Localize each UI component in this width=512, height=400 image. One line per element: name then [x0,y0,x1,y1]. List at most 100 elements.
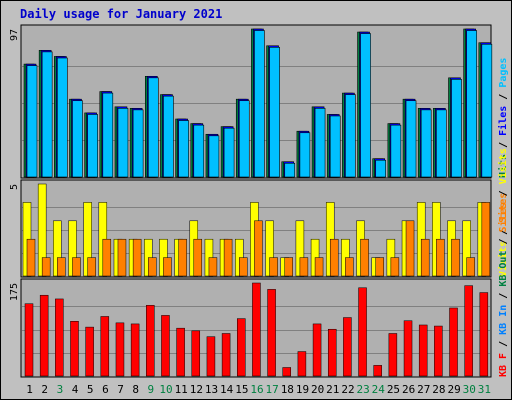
x-tick-label-17: 17 [266,383,279,396]
legend-sites: Sites [497,202,509,232]
bar-kbf-18 [282,367,291,377]
x-tick-label-16: 16 [250,383,263,396]
x-tick-label-1: 1 [26,383,33,396]
bar-kbf-1 [24,303,34,377]
x-tick-label-3: 3 [57,383,64,396]
bar-sites-30 [466,257,475,277]
bar-kbf-23 [358,287,367,377]
bar-sites-1 [26,238,36,277]
bar-kbf-4 [70,321,79,377]
bar-kbf-25 [388,333,398,377]
x-tick-label-28: 28 [432,383,445,396]
bar-sites-7 [117,238,127,277]
x-tick-label-20: 20 [311,383,324,396]
bar-sites-22 [345,257,354,277]
legend-visits: Visits [497,241,509,277]
x-tick-label-26: 26 [402,383,415,396]
x-tick-label-11: 11 [175,383,188,396]
x-tick-label-29: 29 [447,383,460,396]
x-tick-label-25: 25 [387,383,400,396]
bar-pages-4 [72,100,83,178]
bar-pages-31 [481,43,493,178]
bar-kbf-28 [434,325,443,377]
bar-sites-14 [223,238,233,277]
x-tick-label-2: 2 [41,383,48,396]
x-tick-label-13: 13 [205,383,218,396]
bar-pages-21 [329,115,341,178]
bar-pages-8 [132,109,144,178]
bar-sites-25 [390,257,400,277]
bar-pages-10 [163,95,174,178]
legend-files: Files [497,106,509,136]
chart-title: Daily usage for January 2021 [20,7,222,21]
panel-visits-legend: Visits / Sites [497,193,509,277]
bar-pages-26 [405,100,417,178]
x-tick-label-21: 21 [326,383,339,396]
bar-sites-8 [132,238,142,277]
bar-sites-20 [314,257,324,277]
x-tick-label-12: 12 [190,383,203,396]
bar-sites-26 [405,220,415,277]
bar-pages-13 [208,135,220,178]
bar-sites-13 [208,257,218,277]
bar-kbf-13 [206,336,216,377]
bar-sites-4 [72,257,81,277]
x-tick-label-8: 8 [132,383,139,396]
bar-sites-28 [436,238,445,277]
bar-pages-18 [284,162,296,178]
bar-pages-25 [390,124,402,178]
x-tick-label-7: 7 [117,383,124,396]
bar-kbf-16 [252,282,261,377]
bar-kbf-21 [327,328,337,377]
bar-kbf-17 [267,289,276,377]
bar-kbf-11 [176,327,185,377]
legend-hits: Hits [497,154,509,178]
x-axis-labels: 1 2 3 4 5 6 7 8 9 10 11 12 13 14 15 16 17 18 19 20 21 22 23 24 2… [26,383,491,396]
bar-sites-29 [451,238,460,277]
legend-kb-f: KB F [498,353,509,377]
bar-kbf-29 [449,307,458,377]
bar-sites-11 [178,238,187,277]
bar-kbf-8 [130,323,140,377]
legend-separator: / [498,136,509,154]
bar-kbf-12 [191,330,201,377]
bar-sites-21 [329,238,339,277]
bar-kbf-9 [146,305,155,377]
bar-sites-16 [254,220,263,277]
bar-sites-5 [87,257,96,277]
x-tick-label-4: 4 [72,383,79,396]
panel-hits: 97 Hits / Files / Pages [9,24,509,179]
bar-pages-19 [299,132,311,178]
panel-kbytes-ymax-label: 175 [9,283,20,301]
bar-pages-7 [117,108,129,178]
legend-separator: / [498,335,509,353]
bar-sites-6 [102,238,112,277]
bar-pages-17 [269,47,280,178]
panel-visits-ymax-label: 5 [9,184,20,190]
bar-pages-9 [147,77,159,178]
bar-kbf-27 [418,324,428,377]
bar-sites-2 [41,257,51,277]
bar-pages-16 [254,30,265,178]
legend-separator: / [498,184,509,202]
bar-pages-3 [57,57,68,178]
bar-pages-28 [436,109,447,178]
bar-sites-18 [284,257,293,277]
bar-pages-2 [41,51,53,178]
x-tick-label-27: 27 [417,383,430,396]
bar-pages-30 [466,30,477,178]
panel-visits: 5 Visits / Sites [9,179,509,278]
bar-pages-15 [238,100,250,178]
bar-sites-27 [420,238,430,277]
bar-pages-27 [420,109,432,178]
bar-kbf-14 [221,333,231,377]
legend-pages: Pages [498,58,509,88]
x-tick-label-23: 23 [357,383,370,396]
bar-sites-9 [148,257,157,277]
bar-sites-19 [299,257,309,277]
bar-sites-3 [57,257,66,277]
bar-pages-1 [26,65,38,178]
